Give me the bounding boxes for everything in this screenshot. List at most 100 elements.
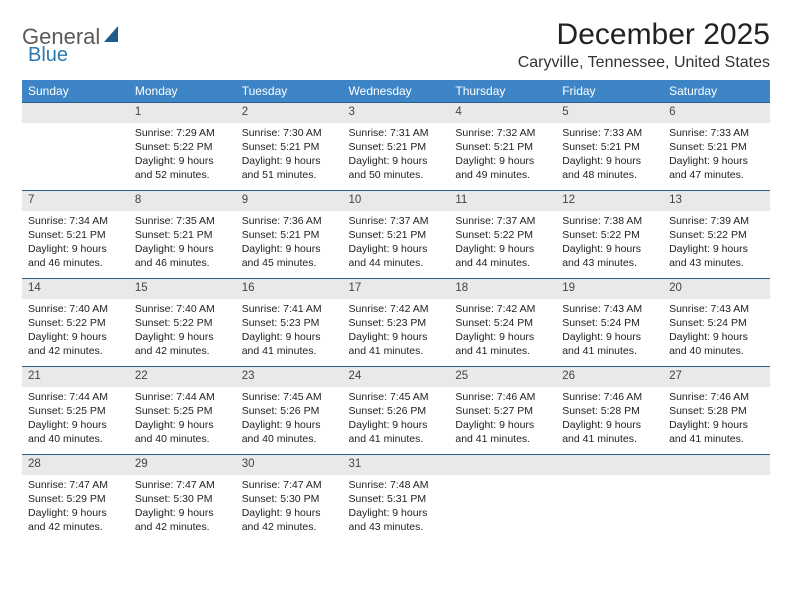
daylight-text2: and 47 minutes.	[669, 168, 764, 182]
daylight-text: Daylight: 9 hours	[242, 418, 337, 432]
daylight-text2: and 41 minutes.	[562, 344, 657, 358]
sunset-text: Sunset: 5:22 PM	[455, 228, 550, 242]
sunrise-text: Sunrise: 7:33 AM	[669, 126, 764, 140]
header: General December 2025 Caryville, Tenness…	[22, 18, 770, 72]
daylight-text: Daylight: 9 hours	[349, 242, 444, 256]
day-header: Friday	[556, 80, 663, 103]
week-daynum-row: 28293031	[22, 455, 770, 475]
day-number: 31	[343, 455, 450, 475]
day-cell: Sunrise: 7:46 AMSunset: 5:28 PMDaylight:…	[556, 387, 663, 455]
daylight-text2: and 41 minutes.	[669, 432, 764, 446]
day-number: 28	[22, 455, 129, 475]
day-number: 29	[129, 455, 236, 475]
day-number: 11	[449, 191, 556, 211]
week-content-row: Sunrise: 7:40 AMSunset: 5:22 PMDaylight:…	[22, 299, 770, 367]
sunrise-text: Sunrise: 7:44 AM	[135, 390, 230, 404]
daylight-text: Daylight: 9 hours	[455, 418, 550, 432]
daylight-text: Daylight: 9 hours	[135, 154, 230, 168]
day-cell: Sunrise: 7:31 AMSunset: 5:21 PMDaylight:…	[343, 123, 450, 191]
day-cell: Sunrise: 7:32 AMSunset: 5:21 PMDaylight:…	[449, 123, 556, 191]
sunrise-text: Sunrise: 7:42 AM	[455, 302, 550, 316]
day-number	[22, 103, 129, 123]
week-content-row: Sunrise: 7:47 AM Sunset: 5:29 PM Daylight:…	[22, 475, 770, 543]
day-cell: Sunrise: 7:46 AMSunset: 5:27 PMDaylight:…	[449, 387, 556, 455]
daylight-text: Daylight: 9 hours	[242, 506, 337, 520]
daylight-text: Daylight: 9 hours	[669, 330, 764, 344]
daylight-text: Daylight: 9 hours	[349, 330, 444, 344]
sunset-text: Sunset: 5:21 PM	[242, 140, 337, 154]
day-cell: Sunrise: 7:33 AMSunset: 5:21 PMDaylight:…	[556, 123, 663, 191]
sunset-text: Sunset: 5:22 PM	[669, 228, 764, 242]
sunrise-text: Sunrise: 7:29 AM	[135, 126, 230, 140]
sunrise-text: Sunrise: 7:40 AM	[135, 302, 230, 316]
daylight-text2: and 52 minutes.	[135, 168, 230, 182]
location: Caryville, Tennessee, United States	[518, 54, 770, 72]
week-daynum-row: 78910111213	[22, 191, 770, 211]
sunset-text: Sunset: 5:29 PM	[28, 492, 123, 506]
daylight-text2: and 41 minutes.	[349, 344, 444, 358]
day-cell	[22, 123, 129, 191]
daylight-text: Daylight: 9 hours	[135, 242, 230, 256]
daylight-text: Daylight: 9 hours	[562, 418, 657, 432]
day-cell: Sunrise: 7:40 AMSunset: 5:22 PMDaylight:…	[22, 299, 129, 367]
sunset-text: Sunset: 5:31 PM	[349, 492, 444, 506]
day-cell	[556, 475, 663, 543]
day-number: 10	[343, 191, 450, 211]
day-header: Saturday	[663, 80, 770, 103]
logo-line2: Blue	[28, 44, 68, 67]
day-number	[663, 455, 770, 475]
day-number: 6	[663, 103, 770, 123]
daylight-text2: and 40 minutes.	[669, 344, 764, 358]
sunrise-text: Sunrise: 7:47 AM	[135, 478, 230, 492]
sunrise-text: Sunrise: 7:46 AM	[669, 390, 764, 404]
daylight-text2: and 41 minutes.	[455, 344, 550, 358]
daylight-text2: and 51 minutes.	[242, 168, 337, 182]
day-number: 27	[663, 367, 770, 387]
day-cell: Sunrise: 7:33 AMSunset: 5:21 PMDaylight:…	[663, 123, 770, 191]
day-number: 3	[343, 103, 450, 123]
day-cell: Sunrise: 7:47 AMSunset: 5:30 PMDaylight:…	[236, 475, 343, 543]
day-cell	[663, 475, 770, 543]
sunrise-text: Sunrise: 7:35 AM	[135, 214, 230, 228]
day-cell: Sunrise: 7:47 AMSunset: 5:30 PMDaylight:…	[129, 475, 236, 543]
day-number: 30	[236, 455, 343, 475]
daylight-text: Daylight: 9 hours	[562, 330, 657, 344]
day-header: Monday	[129, 80, 236, 103]
week-content-row: Sunrise: 7:44 AMSunset: 5:25 PMDaylight:…	[22, 387, 770, 455]
week-daynum-row: 21222324252627	[22, 367, 770, 387]
sunset-text: Sunset: 5:23 PM	[242, 316, 337, 330]
sunrise-text: Sunrise: 7:36 AM	[242, 214, 337, 228]
daylight-text: Daylight: 9 hours	[349, 154, 444, 168]
sunrise-text: Sunrise: 7:31 AM	[349, 126, 444, 140]
day-number	[449, 455, 556, 475]
day-number: 20	[663, 279, 770, 299]
sunrise-text: Sunrise: 7:32 AM	[455, 126, 550, 140]
sunrise-text: Sunrise: 7:41 AM	[242, 302, 337, 316]
day-number	[556, 455, 663, 475]
daylight-text: Daylight: 9 hours	[28, 242, 123, 256]
sunrise-text: Sunrise: 7:48 AM	[349, 478, 444, 492]
sunrise-text: Sunrise: 7:37 AM	[455, 214, 550, 228]
week-daynum-row: 123456	[22, 103, 770, 123]
daylight-text2: and 48 minutes.	[562, 168, 657, 182]
daylight-text: Daylight: 9 hours	[242, 242, 337, 256]
daylight-text2: and 50 minutes.	[349, 168, 444, 182]
month-title: December 2025	[518, 18, 770, 52]
sunrise-text: Sunrise: 7:43 AM	[562, 302, 657, 316]
sunset-text: Sunset: 5:21 PM	[455, 140, 550, 154]
sunset-text: Sunset: 5:21 PM	[562, 140, 657, 154]
daylight-text: Daylight: 9 hours	[242, 330, 337, 344]
sunrise-text: Sunrise: 7:39 AM	[669, 214, 764, 228]
day-cell: Sunrise: 7:40 AMSunset: 5:22 PMDaylight:…	[129, 299, 236, 367]
calendar-table: Sunday Monday Tuesday Wednesday Thursday…	[22, 80, 770, 543]
sunset-text: Sunset: 5:23 PM	[349, 316, 444, 330]
day-cell: Sunrise: 7:36 AMSunset: 5:21 PMDaylight:…	[236, 211, 343, 279]
day-header-row: Sunday Monday Tuesday Wednesday Thursday…	[22, 80, 770, 103]
day-number: 1	[129, 103, 236, 123]
title-block: December 2025 Caryville, Tennessee, Unit…	[518, 18, 770, 72]
sunrise-text: Sunrise: 7:38 AM	[562, 214, 657, 228]
day-cell: Sunrise: 7:46 AMSunset: 5:28 PMDaylight:…	[663, 387, 770, 455]
sunset-text: Sunset: 5:21 PM	[349, 140, 444, 154]
daylight-text2: and 43 minutes.	[669, 256, 764, 270]
sunset-text: Sunset: 5:21 PM	[242, 228, 337, 242]
